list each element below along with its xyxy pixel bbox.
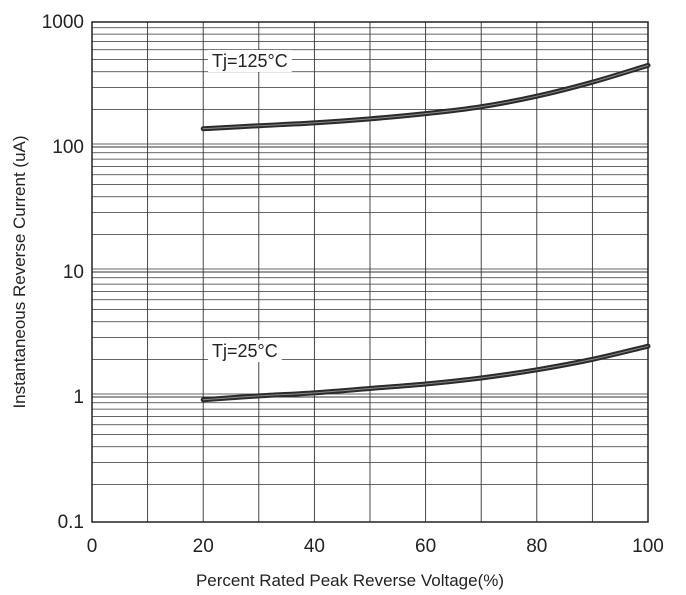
x-tick-label: 40 bbox=[304, 536, 325, 557]
x-tick-label: 0 bbox=[87, 536, 98, 557]
y-tick-label: 1 bbox=[73, 387, 84, 408]
x-axis-title: Percent Rated Peak Reverse Voltage(%) bbox=[196, 571, 504, 590]
y-tick-label: 100 bbox=[52, 137, 84, 158]
series-label: Tj=25°C bbox=[212, 341, 278, 361]
series-label: Tj=125°C bbox=[212, 51, 288, 71]
series-group bbox=[200, 62, 651, 403]
x-tick-labels: 0 20 40 60 80 100 bbox=[87, 536, 664, 557]
x-tick-label: 20 bbox=[193, 536, 214, 557]
y-tick-labels: 0.1 1 10 100 1000 bbox=[42, 12, 84, 533]
series-line-highlight bbox=[202, 64, 649, 130]
series-label-background bbox=[208, 50, 292, 72]
y-tick-label: 1000 bbox=[42, 12, 84, 33]
x-tick-label: 60 bbox=[415, 536, 436, 557]
grid bbox=[92, 22, 648, 522]
series-label-background bbox=[208, 340, 282, 362]
series-line-highlight bbox=[202, 345, 649, 401]
y-axis-title: Instantaneous Reverse Current (uA) bbox=[10, 135, 29, 408]
x-tick-label: 100 bbox=[632, 536, 664, 557]
y-tick-label: 0.1 bbox=[58, 512, 84, 533]
y-tick-label: 10 bbox=[63, 262, 84, 283]
series-labels: Tj=125°C Tj=25°C bbox=[208, 50, 292, 362]
plot-frame bbox=[91, 21, 649, 523]
x-tick-label: 80 bbox=[526, 536, 547, 557]
